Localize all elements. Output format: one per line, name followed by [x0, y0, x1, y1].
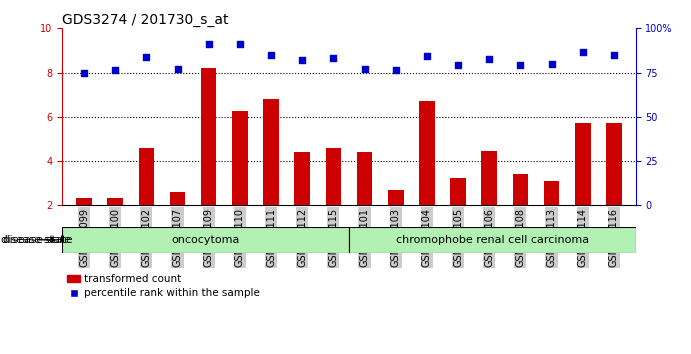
- Bar: [201, 68, 216, 205]
- Bar: [325, 148, 341, 205]
- Point: [234, 41, 245, 47]
- Point: [484, 57, 495, 62]
- Bar: [388, 190, 404, 205]
- Point: [577, 49, 588, 55]
- Bar: [451, 178, 466, 205]
- Point: [79, 70, 90, 75]
- FancyBboxPatch shape: [62, 227, 349, 253]
- Point: [390, 68, 401, 73]
- Bar: [357, 152, 372, 205]
- Point: [296, 58, 307, 63]
- Bar: [232, 111, 247, 205]
- Text: disease state: disease state: [3, 235, 73, 245]
- Point: [172, 67, 183, 72]
- Bar: [513, 175, 528, 205]
- Point: [422, 53, 433, 59]
- Point: [265, 52, 276, 58]
- Bar: [606, 124, 622, 205]
- Bar: [294, 152, 310, 205]
- Point: [359, 67, 370, 72]
- Point: [141, 54, 152, 60]
- Bar: [170, 192, 185, 205]
- Point: [608, 52, 619, 58]
- Bar: [76, 198, 92, 205]
- Point: [328, 55, 339, 61]
- Text: disease state: disease state: [1, 235, 70, 245]
- Text: chromophobe renal cell carcinoma: chromophobe renal cell carcinoma: [396, 235, 589, 245]
- Bar: [107, 198, 123, 205]
- Text: GDS3274 / 201730_s_at: GDS3274 / 201730_s_at: [62, 13, 229, 27]
- Point: [453, 62, 464, 68]
- Point: [546, 61, 557, 67]
- Bar: [544, 181, 559, 205]
- Legend: transformed count, percentile rank within the sample: transformed count, percentile rank withi…: [68, 274, 260, 298]
- FancyBboxPatch shape: [349, 227, 636, 253]
- Bar: [419, 101, 435, 205]
- Point: [203, 41, 214, 47]
- Point: [110, 68, 121, 73]
- Text: oncocytoma: oncocytoma: [171, 235, 240, 245]
- Bar: [482, 151, 497, 205]
- Bar: [139, 148, 154, 205]
- Point: [515, 62, 526, 68]
- Bar: [263, 99, 279, 205]
- Bar: [575, 124, 591, 205]
